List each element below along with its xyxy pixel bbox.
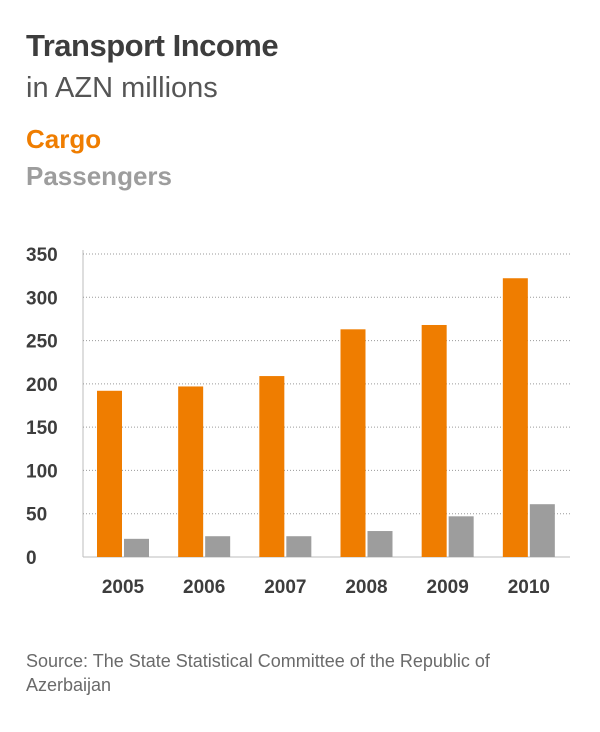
bar-passengers-2005 bbox=[124, 538, 149, 557]
bar-cargo-2010 bbox=[502, 278, 528, 557]
source-note: Source: The State Statistical Committee … bbox=[26, 651, 490, 695]
bar-cargo-2009 bbox=[421, 324, 447, 557]
chart-subtitle: in AZN millions bbox=[26, 72, 218, 104]
bar-cargo-2007 bbox=[259, 376, 285, 557]
bar-passengers-2008 bbox=[367, 531, 393, 557]
bar-passengers-2006 bbox=[205, 536, 231, 557]
bar-cargo-2005 bbox=[97, 390, 122, 557]
legend-passengers: Passengers bbox=[26, 161, 172, 191]
bar-cargo-2008 bbox=[340, 329, 366, 557]
y-tick-label-300: 300 bbox=[26, 288, 58, 309]
chart-title: Transport Income bbox=[26, 28, 279, 63]
x-tick-label-2008: 2008 bbox=[345, 577, 387, 598]
y-tick-label-200: 200 bbox=[26, 375, 58, 396]
x-tick-label-2010: 2010 bbox=[508, 577, 550, 598]
bar-cargo-2006 bbox=[178, 386, 204, 557]
bar-passengers-2010 bbox=[529, 504, 555, 557]
bar-passengers-2009 bbox=[448, 516, 474, 557]
legend-cargo: Cargo bbox=[26, 124, 102, 154]
y-tick-label-100: 100 bbox=[26, 461, 58, 482]
x-tick-label-2006: 2006 bbox=[183, 577, 225, 598]
y-tick-label-350: 350 bbox=[26, 245, 58, 266]
y-tick-label-50: 50 bbox=[26, 505, 47, 526]
x-tick-label-2007: 2007 bbox=[264, 577, 306, 598]
y-tick-label-250: 250 bbox=[26, 332, 58, 353]
y-tick-label-0: 0 bbox=[26, 548, 37, 569]
x-tick-label-2009: 2009 bbox=[427, 577, 469, 598]
x-tick-label-2005: 2005 bbox=[102, 577, 145, 598]
bar-chart: 0 50 100 150 200 250 300 350 2005 2006 2007 2008 200… bbox=[26, 245, 570, 598]
y-tick-label-150: 150 bbox=[26, 418, 58, 439]
bar-passengers-2007 bbox=[286, 536, 312, 557]
